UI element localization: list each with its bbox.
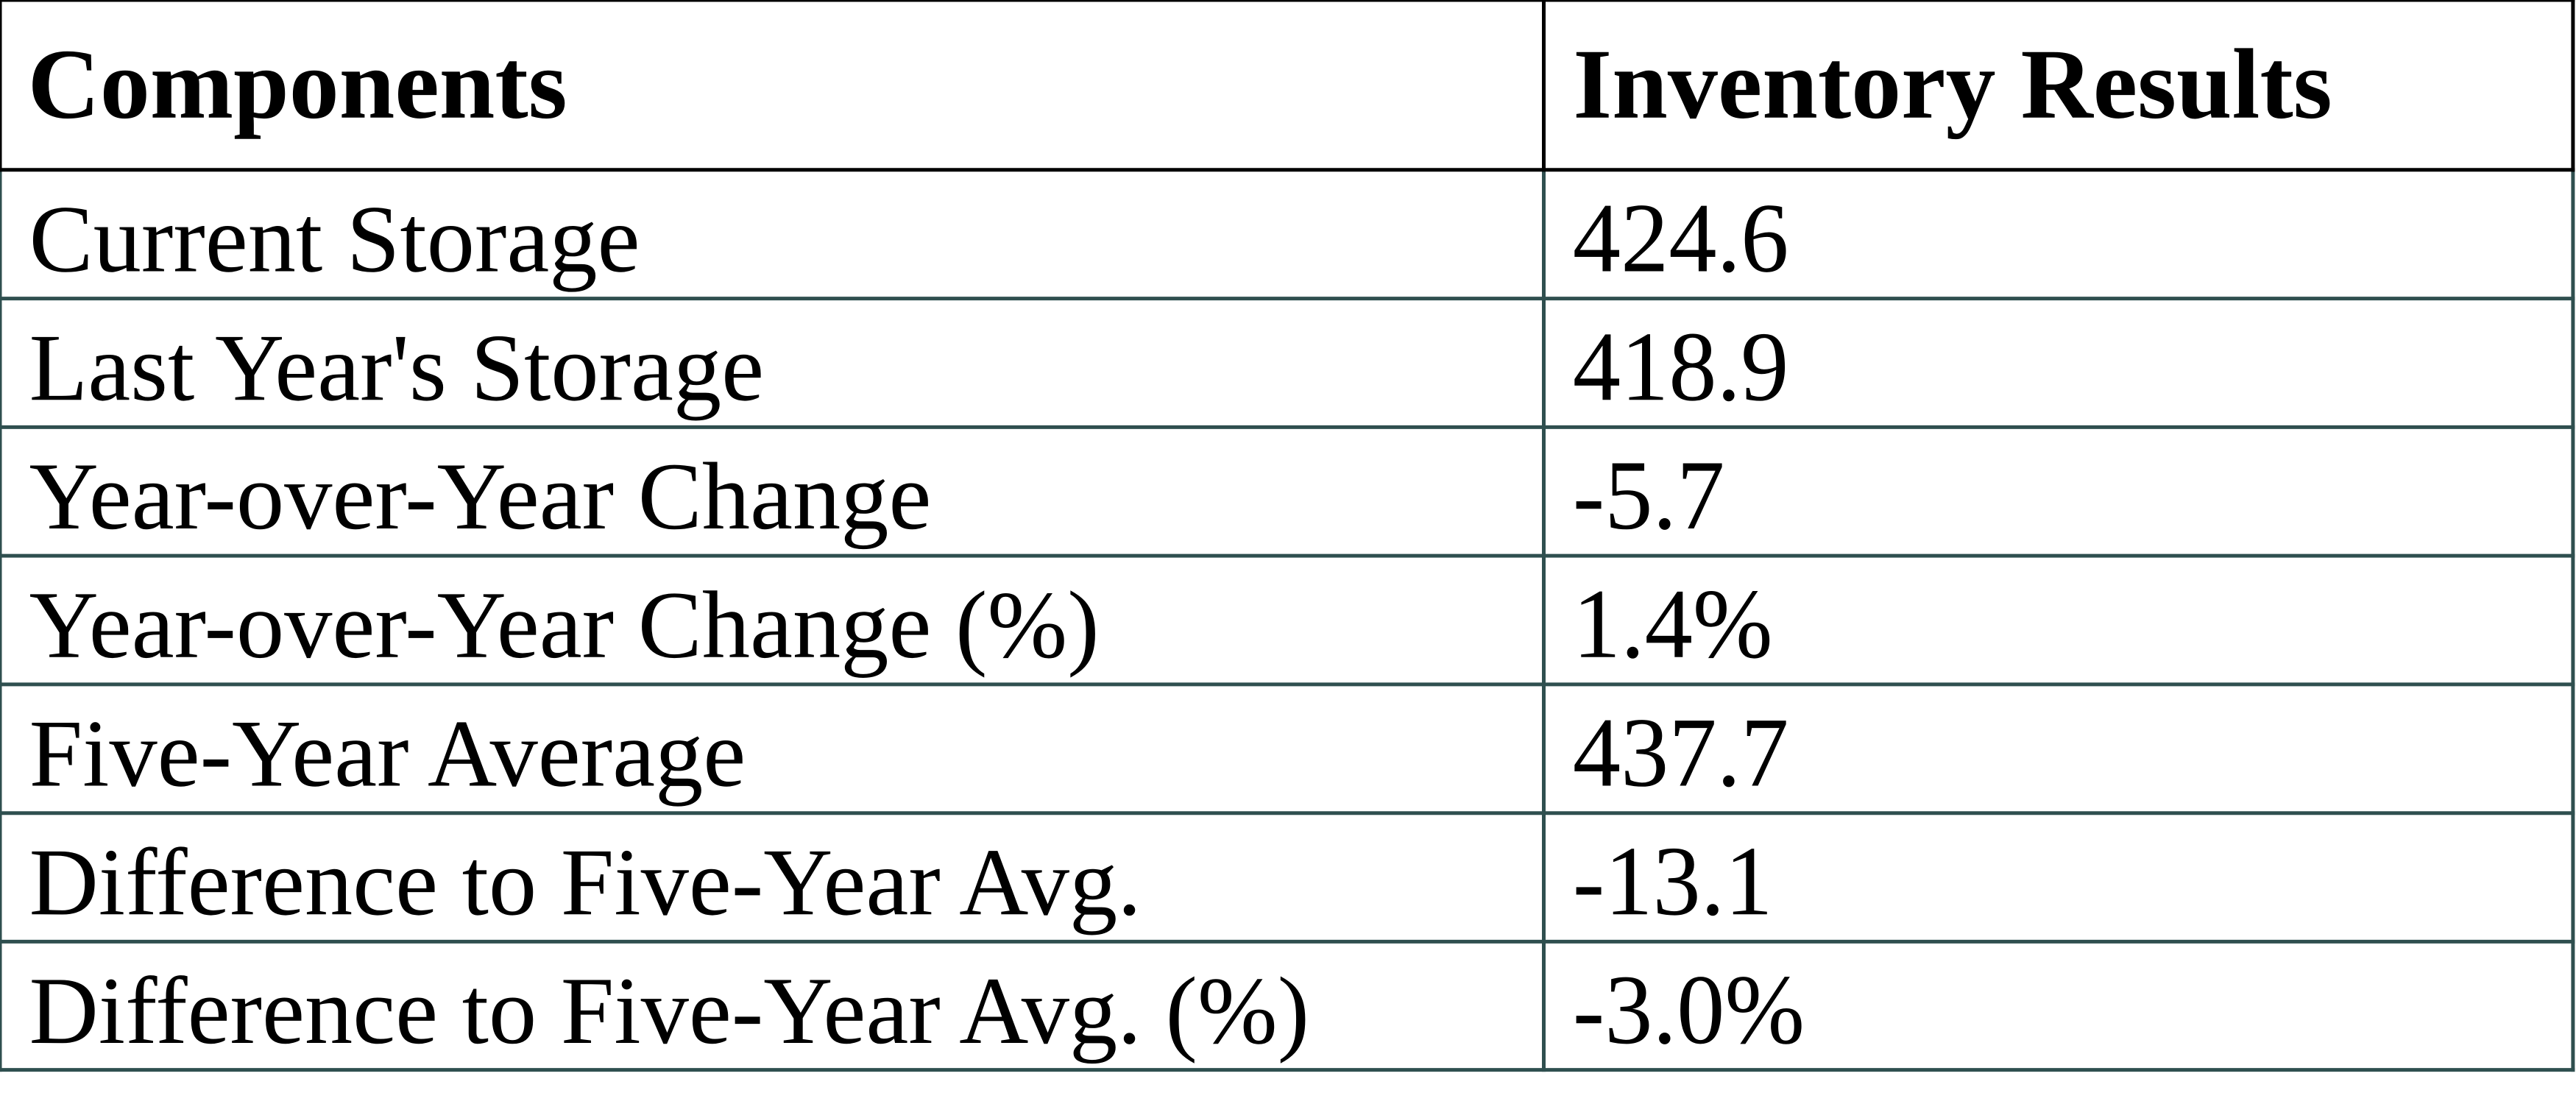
svg-text:Current Storage: Current Storage <box>29 187 640 293</box>
svg-text:Year-over-Year Change (%): Year-over-Year Change (%) <box>29 573 1100 679</box>
svg-text:1.4%: 1.4% <box>1573 569 1773 679</box>
svg-text:Inventory Results: Inventory Results <box>1573 29 2332 140</box>
svg-text:418.9: 418.9 <box>1573 311 1789 421</box>
svg-text:-3.0%: -3.0% <box>1573 955 1805 1064</box>
svg-text:Components: Components <box>28 29 567 140</box>
svg-text:-13.1: -13.1 <box>1573 826 1773 935</box>
svg-text:Last Year's Storage: Last Year's Storage <box>29 315 765 421</box>
svg-text:Difference to Five-Year Avg. (: Difference to Five-Year Avg. (%) <box>29 958 1310 1064</box>
svg-text:424.6: 424.6 <box>1573 183 1789 292</box>
svg-text:Year-over-Year Change: Year-over-Year Change <box>29 444 932 550</box>
svg-text:437.7: 437.7 <box>1573 697 1789 807</box>
svg-text:Five-Year Average: Five-Year Average <box>29 701 746 807</box>
svg-text:Difference to Five-Year Avg.: Difference to Five-Year Avg. <box>29 829 1142 935</box>
svg-text:-5.7: -5.7 <box>1573 440 1725 550</box>
